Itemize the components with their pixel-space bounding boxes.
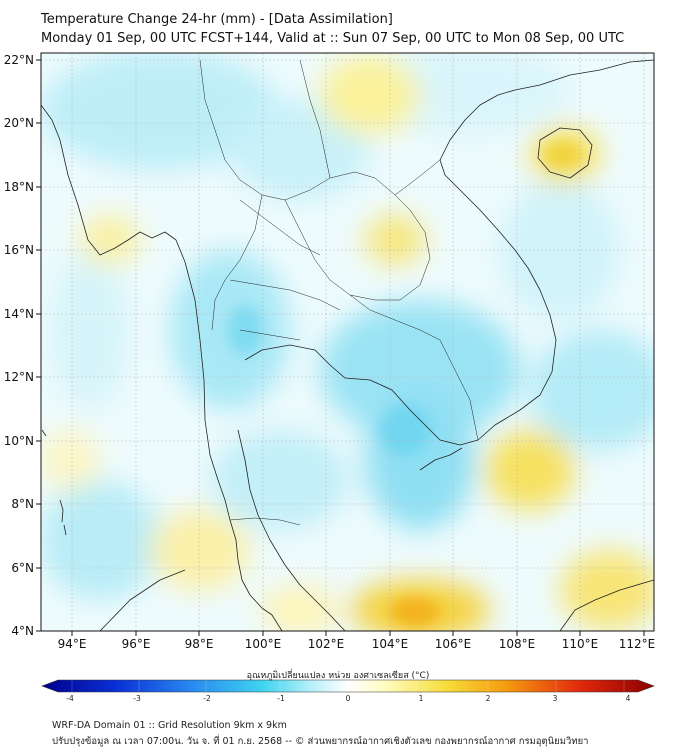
lon-label: 94°E xyxy=(58,637,87,651)
lon-label: 100°E xyxy=(245,637,282,651)
colorbar-tick: -3 xyxy=(133,694,141,703)
colorbar-tick: -1 xyxy=(277,694,285,703)
lon-label: 104°E xyxy=(372,637,409,651)
lat-label: 20°N xyxy=(4,116,34,130)
colorbar-tick: -4 xyxy=(66,694,74,703)
colorbar-tick: 4 xyxy=(626,694,631,703)
lon-label: 96°E xyxy=(122,637,151,651)
colorbar: -4 -3 -2 -1 0 1 2 3 4 xyxy=(41,679,655,703)
colorbar-label: อุณหภูมิเปลี่ยนแปลง หน่วย องศาเซลเซียส (… xyxy=(246,671,430,681)
lon-label: 110°E xyxy=(562,637,599,651)
footer-model-info: WRF-DA Domain 01 :: Grid Resolution 9km … xyxy=(52,720,287,731)
colorbar-tick: 3 xyxy=(553,694,558,703)
map-subtitle: Monday 01 Sep, 00 UTC FCST+144, Valid at… xyxy=(41,31,625,46)
lat-label: 10°N xyxy=(4,434,34,448)
temperature-field xyxy=(41,53,654,631)
lon-label: 108°E xyxy=(499,637,536,651)
country-borders xyxy=(199,59,479,526)
lat-label: 22°N xyxy=(4,53,34,67)
coastlines xyxy=(41,59,654,631)
colorbar-tick: 0 xyxy=(346,694,351,703)
graticule xyxy=(41,53,654,631)
map-title: Temperature Change 24-hr (mm) - [Data As… xyxy=(41,12,393,27)
colorbar-tick: 2 xyxy=(486,694,491,703)
lat-label: 16°N xyxy=(4,243,34,257)
lat-label: 12°N xyxy=(4,370,34,384)
lat-label: 14°N xyxy=(4,307,34,321)
lat-label: 18°N xyxy=(4,180,34,194)
footer-credit: ปรับปรุงข้อมูล ณ เวลา 07:00น. วัน จ. ที่… xyxy=(52,736,589,747)
lat-label: 6°N xyxy=(11,561,34,575)
map-frame xyxy=(40,52,655,632)
lat-label: 4°N xyxy=(11,624,34,638)
lat-label: 8°N xyxy=(11,497,34,511)
colorbar-tick: -2 xyxy=(203,694,211,703)
lon-label: 102°E xyxy=(308,637,345,651)
colorbar-tick: 1 xyxy=(419,694,424,703)
lon-label: 106°E xyxy=(435,637,472,651)
lon-label: 98°E xyxy=(185,637,214,651)
lon-label: 112°E xyxy=(619,637,656,651)
